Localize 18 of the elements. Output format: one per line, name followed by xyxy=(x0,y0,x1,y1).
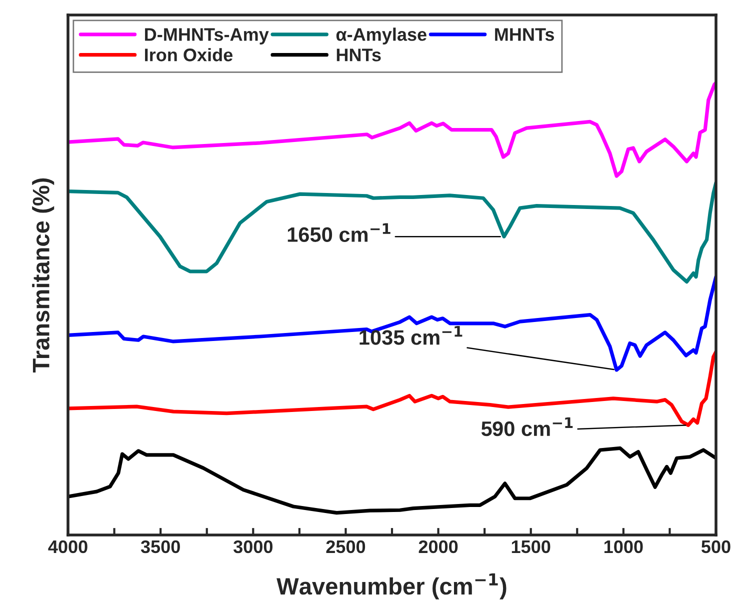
annotation: 590 cm$^{−1}$ xyxy=(481,417,573,436)
annotation: 1650 cm$^{−1}$ xyxy=(288,223,390,242)
x-tick-label: 3000 xyxy=(233,540,272,554)
legend-label: α-Amylase xyxy=(336,28,426,44)
x-tick-label: 1500 xyxy=(512,540,550,554)
x-tick-label: 2500 xyxy=(326,540,366,554)
legend-label: HNTs xyxy=(336,48,381,62)
legend-label: MHNTs xyxy=(495,28,554,41)
legend-label: D-MHNTs-Amy xyxy=(145,28,269,44)
x-tick-label: 4000 xyxy=(48,540,88,554)
x-axis-title: Wavenumber (cm$^{−1}$) xyxy=(276,573,506,600)
x-tick-label: 500 xyxy=(701,540,730,554)
legend-label: Iron Oxide xyxy=(145,48,233,62)
annotation: 1035 cm$^{−1}$ xyxy=(360,326,462,345)
x-tick-label: 1000 xyxy=(604,540,643,554)
x-tick-label: 2000 xyxy=(418,540,458,554)
y-axis-title: Transmitance (%) xyxy=(32,178,54,372)
x-tick-label: 3500 xyxy=(140,540,180,554)
